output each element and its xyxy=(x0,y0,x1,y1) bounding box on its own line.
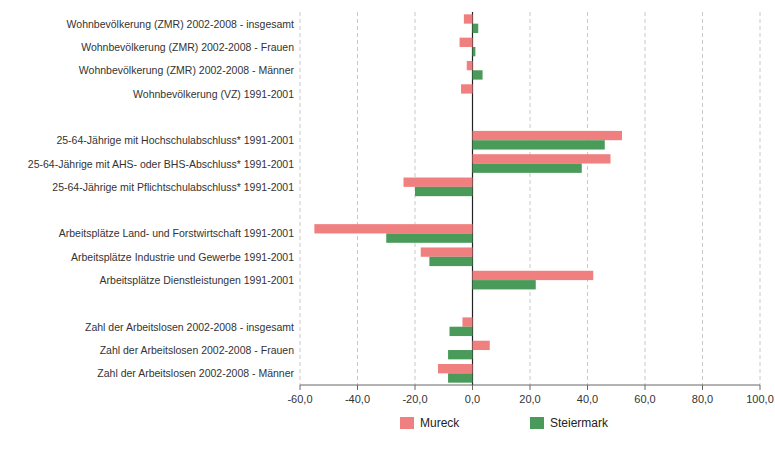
bars xyxy=(314,14,622,382)
bar xyxy=(460,38,473,47)
category-label: Wohnbevölkerung (ZMR) 2002-2008 - Männer xyxy=(79,64,295,76)
legend-label: Steiermark xyxy=(550,416,609,430)
tick-label: -40,0 xyxy=(345,393,370,405)
tick-label: 0,0 xyxy=(465,393,480,405)
bar xyxy=(314,224,472,233)
axis-line xyxy=(300,385,760,386)
grid-line xyxy=(530,12,531,385)
category-label: 25-64-Jährige mit Hochschulabschluss* 19… xyxy=(56,134,294,146)
grid-line xyxy=(587,12,588,385)
chart: -60,0 -40,0 -20,0 0,0 20,0 40,0 60,0 80,0 100,0 W… xyxy=(0,0,775,457)
bar xyxy=(421,247,473,256)
bar xyxy=(415,187,473,196)
y-axis: Wohnbevölkerung (ZMR) 2002-2008 - insges… xyxy=(28,18,295,380)
bar xyxy=(467,61,473,70)
tick-mark xyxy=(760,385,761,390)
bar xyxy=(473,271,594,280)
grid xyxy=(300,12,760,385)
tick-mark xyxy=(357,385,358,390)
grid-line xyxy=(702,12,703,385)
legend-swatch xyxy=(400,417,414,429)
category-label: Arbeitsplätze Industrie und Gewerbe 1991… xyxy=(71,251,294,263)
legend-swatch xyxy=(530,417,544,429)
tick-label: 100,0 xyxy=(746,393,774,405)
bar xyxy=(473,131,623,140)
tick-label: 40,0 xyxy=(577,393,598,405)
tick-mark xyxy=(530,385,531,390)
tick-label: 20,0 xyxy=(519,393,540,405)
category-label: Arbeitsplätze Land- und Forstwirtschaft … xyxy=(59,227,294,239)
tick-label: -20,0 xyxy=(402,393,427,405)
legend-label: Mureck xyxy=(420,416,460,430)
grid-line xyxy=(760,12,761,385)
category-label: 25-64-Jährige mit Pflichtschulabschluss*… xyxy=(52,181,294,193)
category-label: Wohnbevölkerung (VZ) 1991-2001 xyxy=(133,88,294,100)
legend: Mureck Steiermark xyxy=(400,416,609,430)
category-label: Zahl der Arbeitslosen 2002-2008 - Frauen xyxy=(100,344,295,356)
bar xyxy=(472,94,473,103)
tick-label: 60,0 xyxy=(634,393,655,405)
category-label: Arbeitsplätze Dienstleistungen 1991-2001 xyxy=(100,274,295,286)
bar xyxy=(461,84,473,93)
tick-mark xyxy=(645,385,646,390)
category-label: Zahl der Arbeitslosen 2002-2008 - insges… xyxy=(85,321,294,333)
tick-mark xyxy=(587,385,588,390)
bar xyxy=(473,341,490,350)
bar xyxy=(473,164,582,173)
bar xyxy=(438,364,473,373)
bar xyxy=(473,280,536,289)
tick-mark xyxy=(702,385,703,390)
category-label: 25-64-Jährige mit AHS- oder BHS-Abschlus… xyxy=(28,158,294,170)
bar xyxy=(448,373,472,382)
tick-mark xyxy=(415,385,416,390)
tick-mark xyxy=(300,385,301,390)
bar xyxy=(473,140,605,149)
bar xyxy=(386,233,472,242)
grid-line xyxy=(300,12,301,385)
bar xyxy=(473,154,611,163)
category-label: Wohnbevölkerung (ZMR) 2002-2008 - insges… xyxy=(67,18,294,30)
bar xyxy=(473,70,483,79)
bar xyxy=(404,178,473,187)
grid-line xyxy=(357,12,358,385)
tick-label: 80,0 xyxy=(692,393,713,405)
bar xyxy=(429,257,472,266)
grid-line xyxy=(415,12,416,385)
bar xyxy=(448,350,472,359)
bar xyxy=(462,317,472,326)
x-axis: -60,0 -40,0 -20,0 0,0 20,0 40,0 60,0 80,0 100,0 xyxy=(287,385,773,405)
category-label: Wohnbevölkerung (ZMR) 2002-2008 - Frauen xyxy=(81,41,294,53)
bar xyxy=(464,14,473,23)
bar xyxy=(450,327,473,336)
tick-mark xyxy=(472,385,473,390)
grid-line xyxy=(645,12,646,385)
category-label: Zahl der Arbeitslosen 2002-2008 - Männer xyxy=(97,367,294,379)
tick-label: -60,0 xyxy=(287,393,312,405)
bar xyxy=(473,24,479,33)
bar xyxy=(473,47,476,56)
